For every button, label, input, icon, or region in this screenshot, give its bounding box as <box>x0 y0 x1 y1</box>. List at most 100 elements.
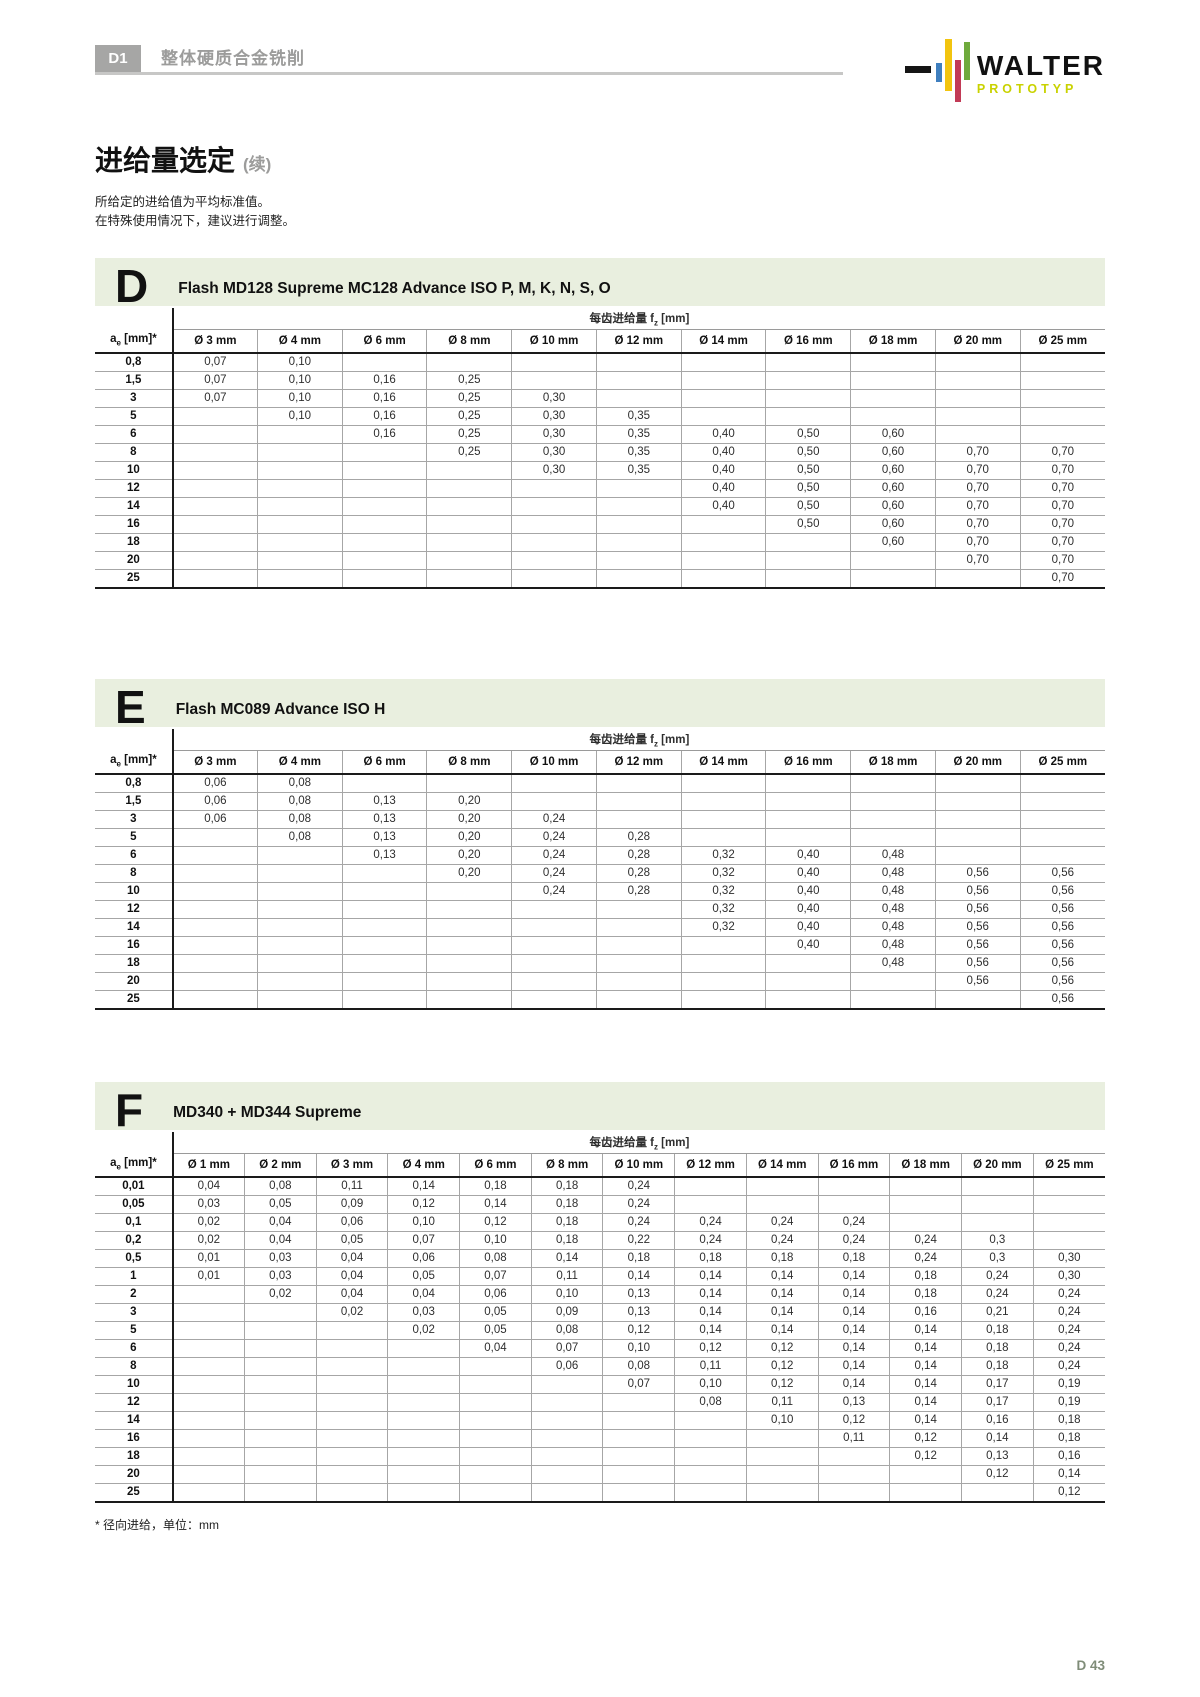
table-cell <box>850 569 936 589</box>
table-cell: 0,12 <box>459 1213 532 1232</box>
table-cell <box>765 533 852 552</box>
table-cell: 0,06 <box>531 1357 604 1376</box>
table-cell: 0,16 <box>342 407 428 426</box>
table-cell <box>316 1429 389 1448</box>
ae-value-cell: 0,2 <box>95 1231 174 1250</box>
table-row: 16 0,11 0,12 0,14 0,18 <box>95 1429 1105 1448</box>
table-cell: 0,16 <box>342 389 428 408</box>
table-cell: 0,14 <box>818 1303 891 1322</box>
table-cell <box>459 1375 532 1394</box>
page-title: 进给量选定 <box>95 145 236 176</box>
table-cell <box>426 990 513 1010</box>
table-row: 25 0,70 <box>95 569 1105 589</box>
table-cell <box>342 918 428 937</box>
table-section-d: D Flash MD128 Supreme MC128 Advance ISO … <box>95 257 1105 589</box>
ae-value-cell: 0,1 <box>95 1213 174 1232</box>
table-cell: 0,70 <box>935 551 1021 570</box>
table-cell: 0,56 <box>1020 900 1105 919</box>
table-cell <box>172 1429 245 1448</box>
table-cell <box>850 407 936 426</box>
table-cell <box>257 954 343 973</box>
ae-value-cell: 6 <box>95 425 174 444</box>
table-cell: 0,02 <box>316 1303 389 1322</box>
table-cell <box>172 533 258 552</box>
table-cell <box>596 515 682 534</box>
table-cell <box>1020 389 1105 408</box>
table-cell: 0,12 <box>818 1411 891 1430</box>
table-cell: 0,04 <box>244 1213 317 1232</box>
column-header: Ø 3 mm <box>172 750 258 775</box>
table-cell: 0,70 <box>935 515 1021 534</box>
table-cell <box>961 1195 1034 1214</box>
table-cell <box>596 479 682 498</box>
table-row: 5 0,10 0,16 0,25 0,30 0,35 <box>95 407 1105 426</box>
table-cell: 0,14 <box>889 1339 962 1358</box>
table-cell <box>531 1429 604 1448</box>
table-cell <box>889 1176 962 1196</box>
table-row: 10 0,24 0,28 0,32 0,40 0,48 0,56 0,56 <box>95 882 1105 901</box>
table-row: 0,01 0,04 0,08 0,11 0,14 0,18 0,18 0,24 <box>95 1176 1105 1196</box>
table-cell: 0,24 <box>674 1213 747 1232</box>
table-cell: 0,14 <box>818 1285 891 1304</box>
table-cell <box>387 1483 461 1503</box>
table-cell: 0,70 <box>935 497 1021 516</box>
table-row: 12 0,08 0,11 0,13 0,14 0,17 0,19 <box>95 1393 1105 1412</box>
table-cell: 0,56 <box>1020 936 1105 955</box>
table-cell: 0,13 <box>342 846 428 865</box>
table-cell <box>459 1411 532 1430</box>
column-header: Ø 10 mm <box>602 1153 676 1178</box>
table-cell <box>172 443 258 462</box>
table-row: 16 0,50 0,60 0,70 0,70 <box>95 515 1105 534</box>
table-cell <box>257 972 343 991</box>
table-cell: 0,24 <box>602 1195 676 1214</box>
table-cell: 0,28 <box>596 882 682 901</box>
column-header-row: ae [mm]* Ø 3 mm Ø 4 mm Ø 6 mm Ø 8 mm Ø 10 mm Ø… <box>95 750 1105 775</box>
table-cell: 0,14 <box>746 1285 819 1304</box>
table-cell <box>961 1213 1034 1232</box>
column-header: Ø 1 mm <box>172 1153 245 1178</box>
ae-value-cell: 3 <box>95 1303 174 1322</box>
ae-value-cell: 1,5 <box>95 371 174 390</box>
table-cell: 0,13 <box>961 1447 1034 1466</box>
table-cell <box>172 1465 245 1484</box>
table-cell: 0,56 <box>935 972 1021 991</box>
table-cell: 0,30 <box>511 407 597 426</box>
ae-value-cell: 14 <box>95 918 174 937</box>
table-cell <box>387 1411 461 1430</box>
table-cell <box>681 407 767 426</box>
table-cell <box>257 864 343 883</box>
page-content: D1 整体硬质合金铣削 WALTER PROTOTYP 进给量选定 (续) 所给… <box>95 39 1105 1532</box>
table-cell <box>818 1447 891 1466</box>
table-row: 25 0,12 <box>95 1483 1105 1503</box>
table-cell: 0,14 <box>602 1267 676 1286</box>
table-row: 12 0,40 0,50 0,60 0,70 0,70 <box>95 479 1105 498</box>
table-cell <box>511 551 597 570</box>
table-cell <box>244 1429 317 1448</box>
table-cell: 0,18 <box>961 1339 1034 1358</box>
table-cell: 0,04 <box>316 1267 389 1286</box>
table-cell: 0,18 <box>889 1285 962 1304</box>
section-badge: D1 <box>95 45 141 72</box>
table-cell <box>746 1483 819 1503</box>
table-cell <box>531 1411 604 1430</box>
table-band: F MD340 + MD344 Supreme <box>95 1081 1105 1133</box>
table-cell: 0,24 <box>818 1231 891 1250</box>
ae-value-cell: 8 <box>95 443 174 462</box>
table-cell: 0,16 <box>889 1303 962 1322</box>
table-cell <box>681 551 767 570</box>
table-cell <box>674 1483 747 1503</box>
table-cell <box>674 1447 747 1466</box>
ae-value-cell: 20 <box>95 1465 174 1484</box>
table-cell: 0,18 <box>1033 1429 1105 1448</box>
table-row: 10 0,07 0,10 0,12 0,14 0,14 0,17 0,19 <box>95 1375 1105 1394</box>
table-cell: 0,24 <box>1033 1321 1105 1340</box>
table-cell <box>244 1393 317 1412</box>
table-cell: 0,28 <box>596 864 682 883</box>
table-cell: 0,14 <box>889 1411 962 1430</box>
table-cell <box>172 551 258 570</box>
logo-bars-icon <box>904 39 972 105</box>
table-cell <box>765 389 852 408</box>
table-cell: 0,32 <box>681 900 767 919</box>
table-cell <box>257 425 343 444</box>
intro-text: 所给定的进给值为平均标准值。 在特殊使用情况下，建议进行调整。 <box>95 193 1105 232</box>
